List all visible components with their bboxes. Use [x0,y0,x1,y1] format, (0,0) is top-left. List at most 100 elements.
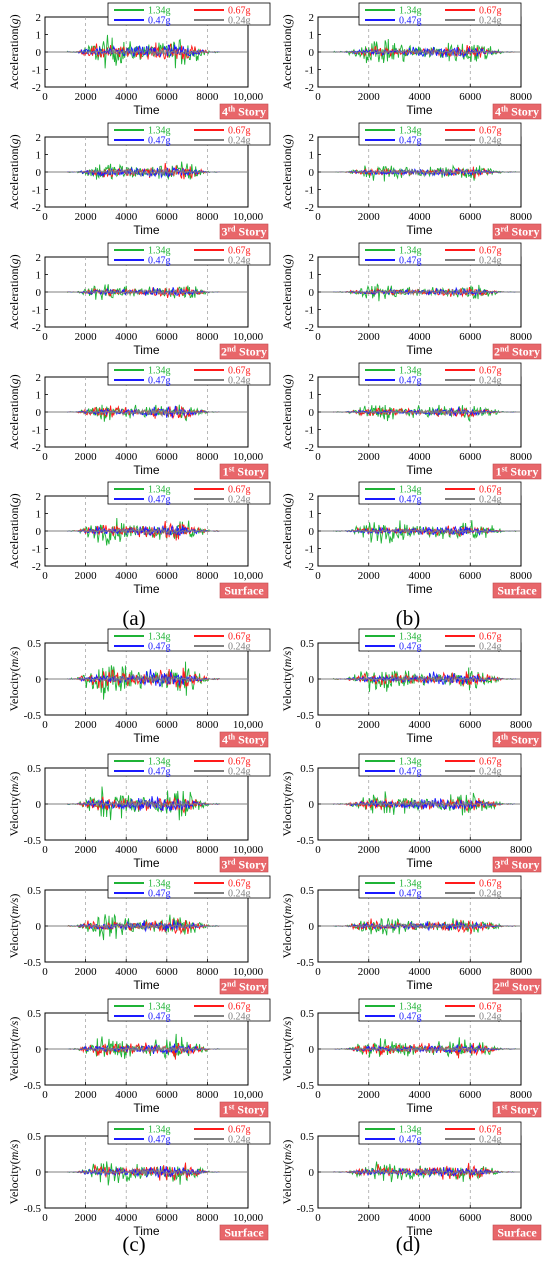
legend-label: 0.24g [228,16,251,27]
legend-label: 0.47g [399,136,422,147]
y-tick-label: 0 [36,799,42,811]
y-tick-label: 0 [36,47,42,59]
panel-label-b: (b) [395,606,421,630]
x-tick-label: 6000 [459,966,482,978]
y-axis-label: Acceleration(g) [280,374,294,449]
y-tick-label: -0.5 [24,957,42,969]
y-tick-label: -0.5 [24,835,42,847]
x-tick-label: 0 [315,1212,321,1224]
y-tick-label: 0 [36,921,42,933]
x-tick-label: 0 [42,211,48,223]
legend-label: 0.67g [228,632,251,643]
subplot-d-3: -0.500.50 2000 4000 6000 8000TimeVelocity(m/… [280,875,542,995]
x-tick-label: 6000 [459,719,482,731]
series-line-0.24g [45,922,248,931]
legend-label: 0.24g [479,1135,502,1146]
story-label: 3rd Story [495,858,540,872]
y-axis-label: Acceleration(g) [7,254,21,329]
legend-box [358,122,522,146]
x-tick-label: 8000 [510,719,533,731]
y-tick-label: 1 [309,390,315,402]
y-axis-label: Velocity(m/s) [7,1017,21,1082]
legend-label: 0.24g [228,495,251,506]
series-line-0.24g [45,799,248,809]
story-badge-bg [219,103,269,120]
x-tick-label: 4000 [115,719,138,731]
y-tick-label: -1 [32,425,41,437]
story-badge-bg [219,582,269,599]
y-tick-label: 2 [36,12,42,24]
x-tick-label: 4000 [409,570,432,582]
story-badge-bg [219,463,269,480]
legend-label: 1.34g [399,6,422,17]
legend-label: 1.34g [399,1002,422,1013]
y-tick-label: 0.5 [27,1131,41,1143]
legend-label: 0.47g [399,1135,422,1146]
legend-box [107,481,271,505]
legend: 1.34g 0.67g 0.47g 0.24g [358,998,522,1023]
y-tick-label: 0 [36,674,42,686]
x-tick-label: 0 [315,1089,321,1101]
x-tick-label: 4000 [409,1212,432,1224]
legend: 1.34g 0.67g 0.47g 0.24g [107,998,271,1023]
story-badge: 3rd Story [492,223,542,240]
series-line-0.24g [318,48,521,57]
x-tick-label: 8000 [196,570,219,582]
y-tick-label: 0 [36,1044,42,1056]
series-line-0.24g [45,673,248,686]
legend-box [107,628,271,652]
legend: 1.34g 0.67g 0.47g 0.24g [107,2,271,27]
legend: 1.34g 0.67g 0.47g 0.24g [358,122,522,147]
legend-box [107,362,271,386]
story-label: 1st Story [223,465,266,479]
x-tick-label: 4000 [409,719,432,731]
x-tick-label: 8000 [510,1212,533,1224]
y-tick-label: 2 [309,132,315,144]
legend-box [107,753,271,777]
subplot-a-1: -2 -1 0 1 2 0 2000 4000 6000 8000 10,000 Time Accele… [7,2,271,120]
legend-label: 0.24g [479,767,502,778]
legend-label: 0.47g [148,767,171,778]
y-tick-label: -0.5 [297,1203,315,1215]
y-axis-label: Acceleration(g) [280,14,294,89]
y-tick-label: 2 [36,372,42,384]
x-tick-label: 6000 [459,331,482,343]
subplot-b-4: -2 -1 0 1 2 0 2000 4000 6000 8000 Time Acceleration… [280,362,542,480]
subplot-a-4: -2 -1 0 1 2 0 2000 4000 6000 8000 10,000 Time Accele… [7,362,271,480]
story-badge-bg [492,582,542,599]
y-tick-label: -1 [32,65,41,77]
y-axis-label: Acceleration(g) [280,254,294,329]
y-tick-label: 1 [309,270,315,282]
legend-label: 1.34g [399,632,422,643]
x-tick-label: 8000 [196,331,219,343]
legend-label: 0.47g [148,256,171,267]
x-tick-label: 2000 [358,331,381,343]
legend-label: 0.47g [399,376,422,387]
x-tick-label: 4000 [409,966,432,978]
x-tick-label: 8000 [510,844,533,856]
y-tick-label: 0.5 [27,638,41,650]
x-tick-label: 8000 [196,91,219,103]
y-tick-label: -1 [32,544,41,556]
legend-label: 0.47g [148,376,171,387]
legend-label: 0.67g [228,1125,251,1136]
legend: 1.34g 0.67g 0.47g 0.24g [358,753,522,778]
legend-label: 0.47g [399,16,422,27]
y-tick-label: 0.5 [27,885,41,897]
y-tick-label: 1 [36,390,42,402]
x-axis-label: Time [133,731,160,745]
story-badge: 2nd Story [219,978,269,995]
legend: 1.34g 0.67g 0.47g 0.24g [358,875,522,900]
y-tick-label: -2 [32,322,41,334]
y-tick-label: 0 [309,1044,315,1056]
x-tick-label: 4000 [115,1212,138,1224]
story-badge-bg [219,978,269,995]
x-tick-label: 0 [42,719,48,731]
y-tick-label: 1 [309,150,315,162]
legend-label: 0.47g [148,1012,171,1023]
x-tick-label: 2000 [75,331,98,343]
x-tick-label: 0 [42,570,48,582]
story-badge: 1st Story [219,463,269,480]
series-line-0.24g [318,527,521,535]
x-tick-label: 6000 [156,91,179,103]
